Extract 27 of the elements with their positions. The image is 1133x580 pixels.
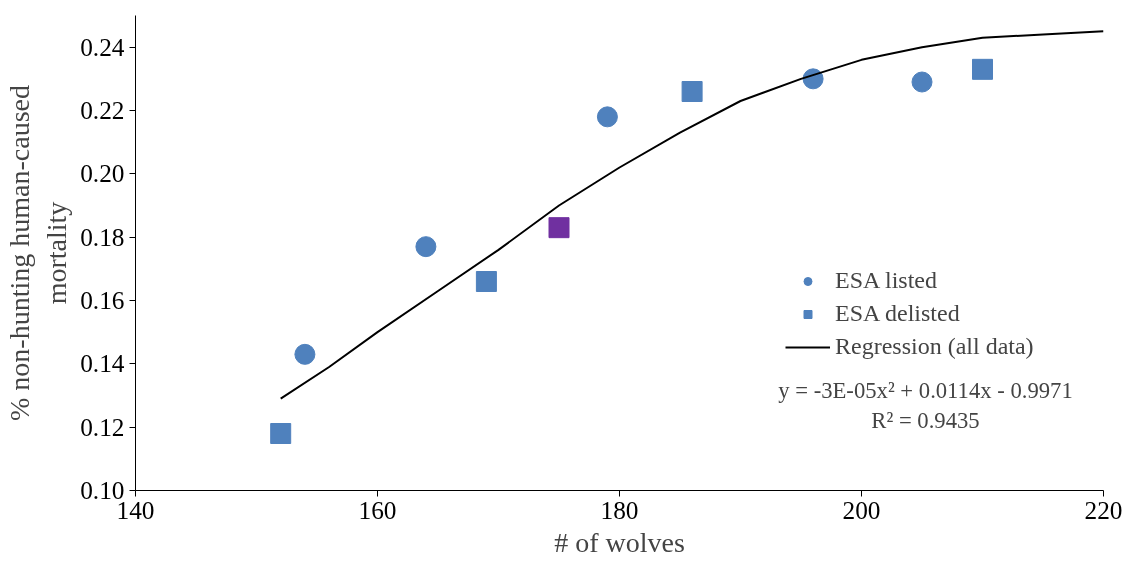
- point: [270, 423, 292, 444]
- y-tick-label: 0.16: [80, 286, 125, 314]
- point: [911, 71, 933, 93]
- annotation: y = -3E-05x² + 0.0114x - 0.9971: [778, 377, 1073, 403]
- x-tick-label: 160: [358, 495, 397, 524]
- point: [294, 343, 316, 365]
- point: [548, 217, 570, 239]
- x-tick-label: 200: [842, 495, 881, 524]
- x-axis-title: # of wolves: [554, 526, 685, 558]
- y-tick-label: 0.24: [80, 32, 125, 61]
- y-tick-label: 0.20: [80, 159, 125, 188]
- legend-label: ESA delisted: [835, 300, 960, 327]
- annotation: R² = 0.9435: [871, 407, 980, 433]
- y-tick-label: 0.18: [80, 222, 125, 251]
- x-tick-label: 220: [1084, 495, 1123, 524]
- y-axis-title: % non-hunting human-caused mortality: [3, 85, 73, 421]
- point: [475, 271, 497, 292]
- y-tick-label: 0.14: [80, 349, 125, 378]
- y-tick-label: 0.22: [80, 96, 125, 124]
- point: [596, 106, 618, 128]
- legend-label: Regression (all data): [835, 333, 1034, 360]
- point: [681, 81, 703, 102]
- legend-label: ESA listed: [835, 267, 938, 294]
- y-tick-label: 0.12: [80, 412, 125, 441]
- point: [972, 58, 993, 80]
- point: [415, 236, 437, 258]
- x-tick-label: 180: [600, 495, 639, 524]
